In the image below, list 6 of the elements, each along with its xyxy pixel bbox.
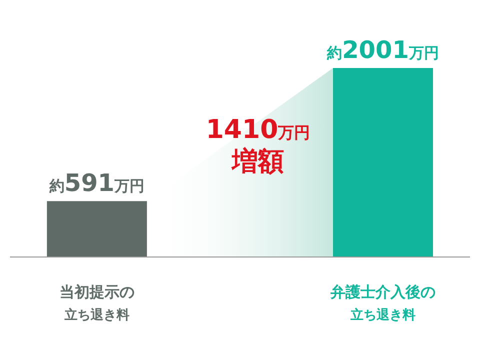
data-label: 約2001万円 (326, 36, 439, 64)
annotation: 増額 (231, 146, 284, 177)
annotation: 1410万円 (206, 115, 310, 145)
data-label: 約591万円 (48, 169, 144, 198)
x-tick-label: 当初提示の立ち退き料 (59, 283, 134, 323)
x-tick-label: 弁護士介入後の立ち退き料 (330, 283, 436, 323)
